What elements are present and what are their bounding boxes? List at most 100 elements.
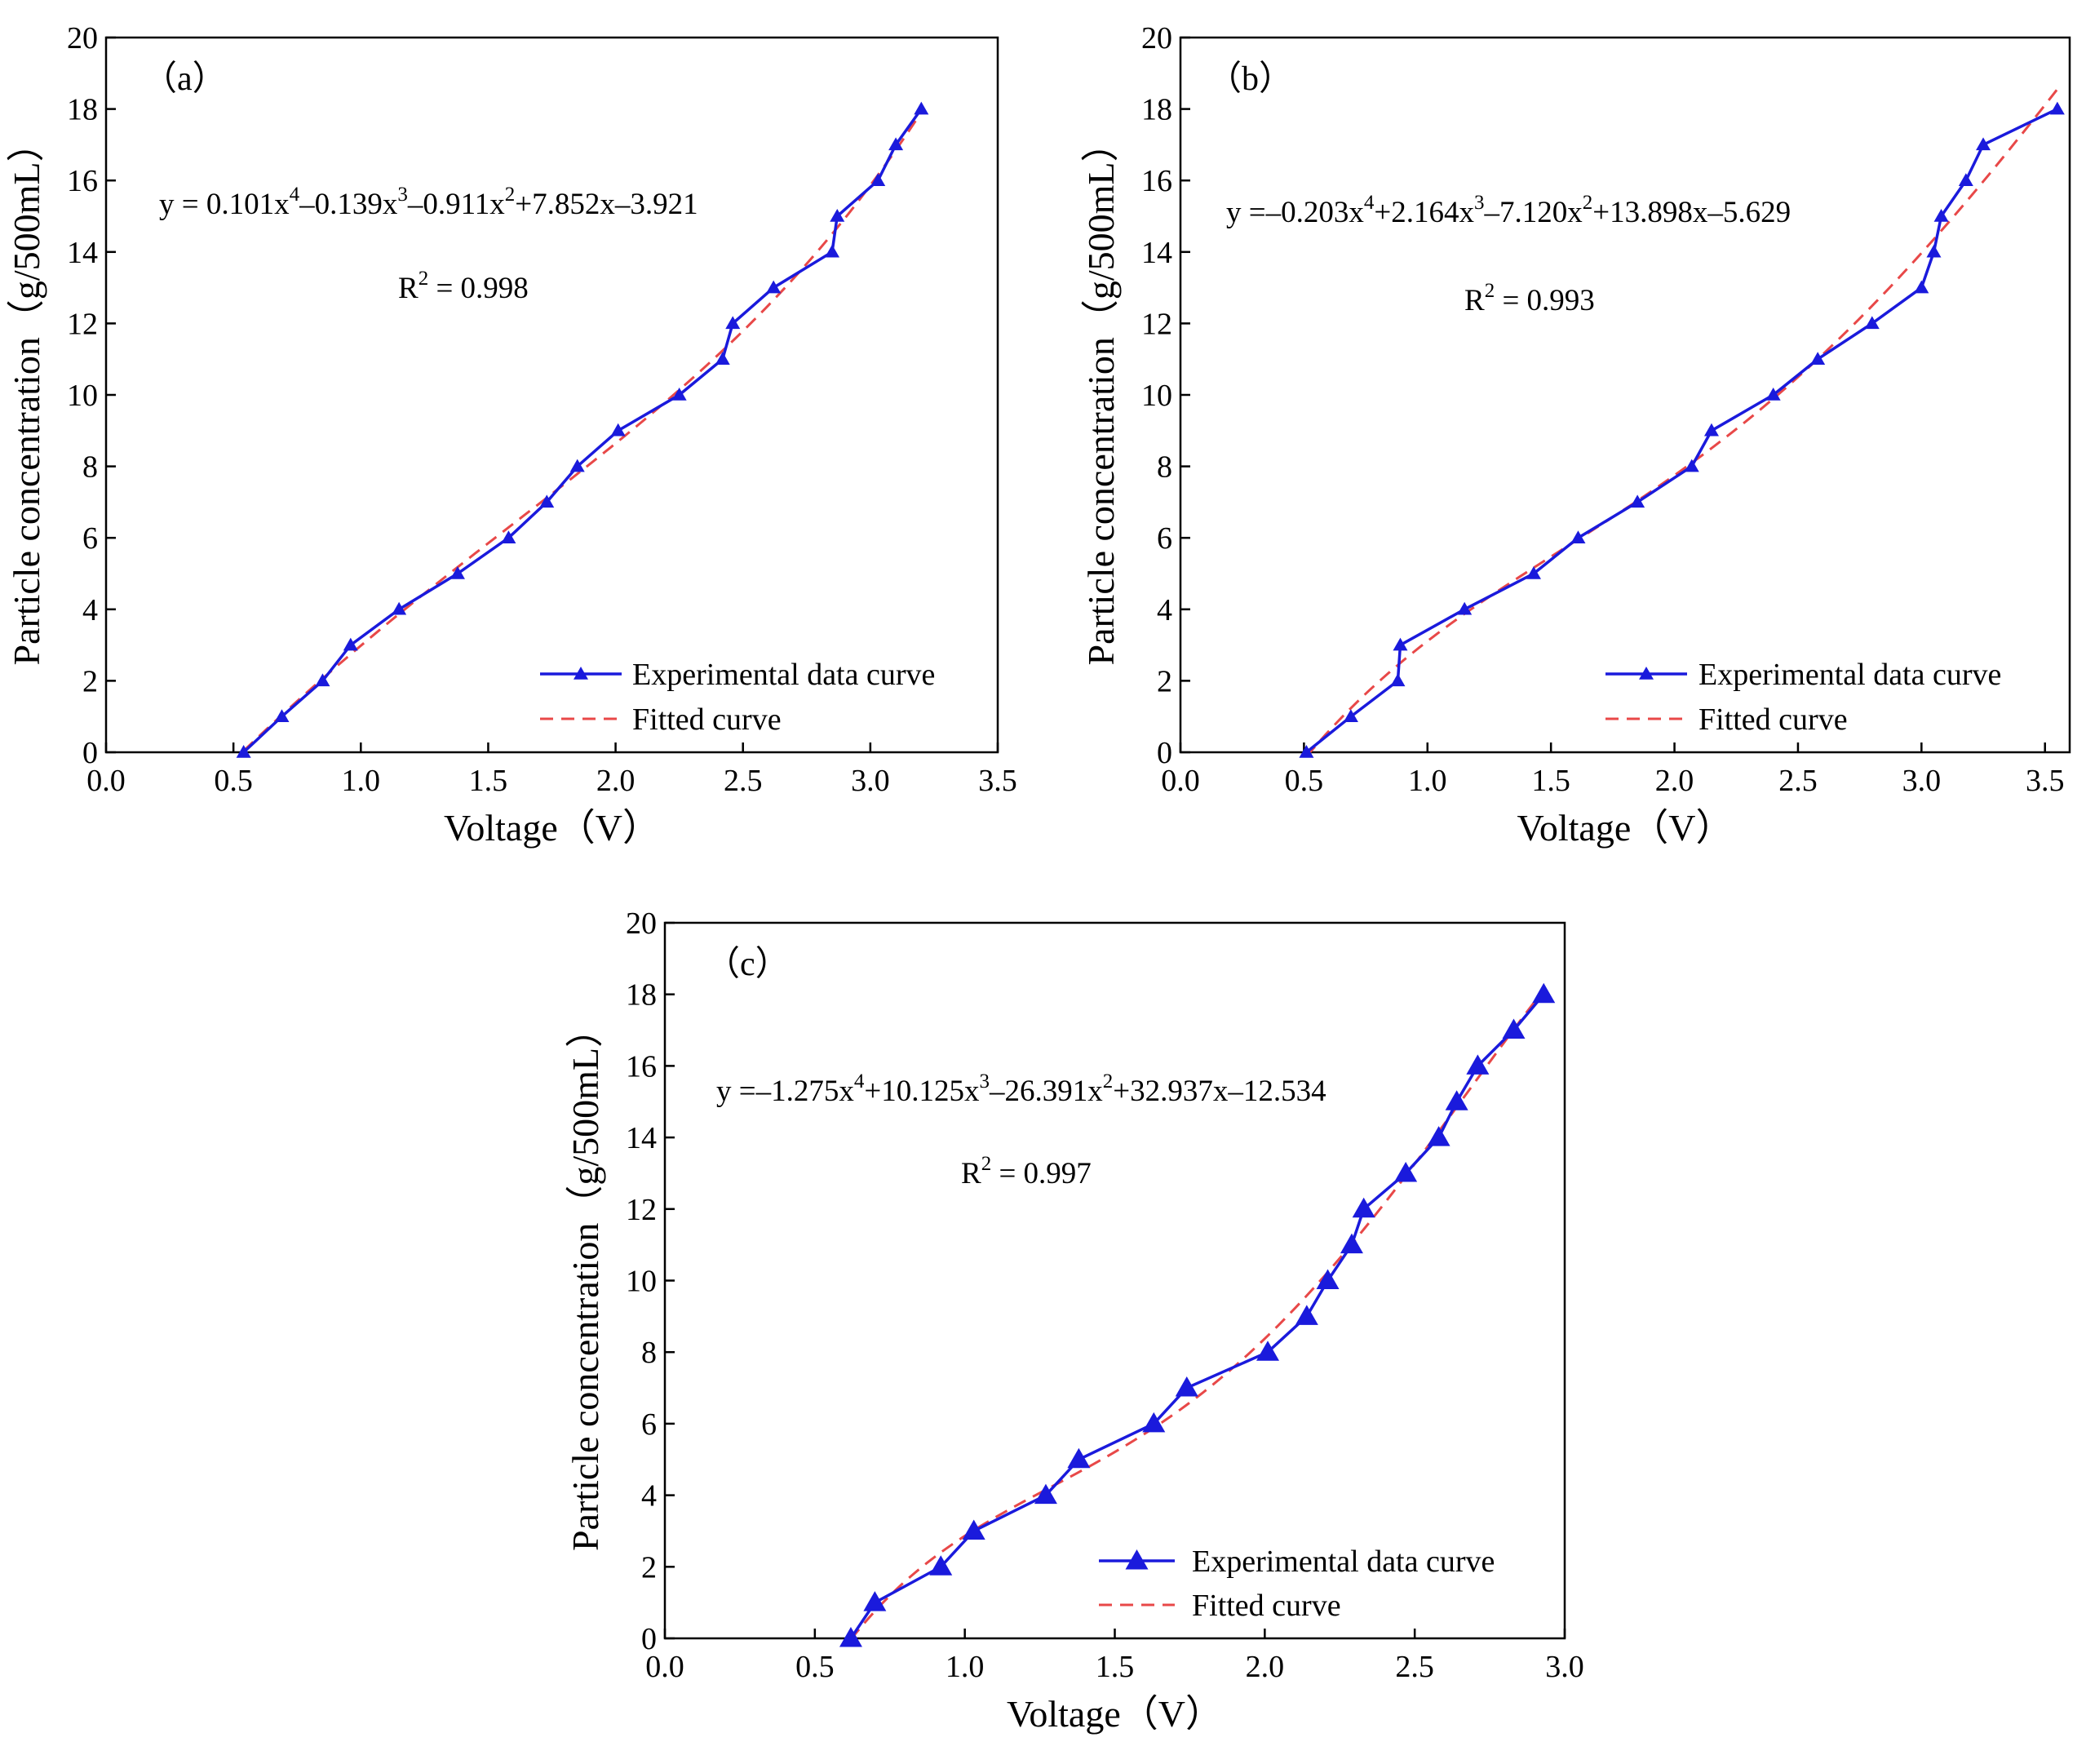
r-squared-exponent: 2 [419,268,429,290]
equation-exponent: 2 [1103,1070,1114,1093]
data-point-marker [914,101,929,115]
data-point-marker [1295,1305,1318,1325]
data-point-marker [1684,459,1699,472]
y-tick-label: 8 [1157,450,1172,485]
fit-equation: y =–0.203x4+2.164x3–7.120x2+13.898x–5.62… [1226,192,1791,229]
fit-equation: y = 0.101x4–0.139x3–0.911x2+7.852x–3.921 [159,184,698,221]
y-tick-label: 4 [641,1479,657,1514]
data-point-marker [1976,137,1991,151]
x-tick-label: 0.5 [1285,764,1324,798]
y-tick-label: 10 [1141,379,1172,413]
data-point-marker [1958,173,1973,186]
equation-part: +13.898x–5.629 [1592,196,1791,229]
data-point-marker [1393,637,1408,651]
data-point-marker [863,1591,887,1611]
legend-fitted-label: Fitted curve [1192,1589,1341,1623]
y-tick-label: 6 [1157,521,1172,556]
data-point-marker [1316,1269,1340,1289]
y-tick-label: 10 [626,1265,657,1299]
x-tick-label: 2.5 [724,764,763,798]
panel-label: （b） [1207,60,1293,98]
y-tick-label: 14 [1141,236,1172,270]
legend-experimental-label: Experimental data curve [632,658,935,692]
r-squared: R2 = 0.993 [1464,280,1595,317]
x-tick-label: 2.0 [1655,764,1694,798]
data-point-marker [766,280,782,294]
x-tick-label: 0.0 [645,1650,684,1684]
data-point-marker [343,637,358,651]
x-tick-label: 2.5 [1778,764,1818,798]
data-point-marker [1864,316,1880,330]
data-point-marker [1445,1090,1468,1110]
equation-part: –26.391x [989,1075,1103,1108]
plot-frame [663,921,1566,1640]
equation-exponent: 2 [1583,192,1593,214]
data-point-marker [830,209,845,222]
r-squared-exponent: 2 [1485,280,1495,302]
y-tick-label: 0 [1157,736,1172,770]
data-point-marker [1703,423,1719,437]
equation-part: –7.120x [1484,196,1583,229]
y-tick-label: 10 [67,379,98,413]
data-point-marker [1340,1233,1363,1254]
equation-part: +10.125x [864,1075,980,1108]
equation-exponent: 4 [290,184,300,206]
x-tick-label: 1.5 [469,764,508,798]
equation-exponent: 3 [980,1070,990,1093]
data-point-marker [1466,1054,1490,1075]
panel-label: （a） [143,60,227,98]
equation-part: +7.852x–3.921 [515,188,698,221]
legend-fitted-label: Fitted curve [632,702,782,737]
y-tick-label: 2 [641,1550,657,1584]
data-point-marker [1926,244,1942,258]
data-point-marker [1352,1197,1375,1218]
data-point-marker [825,244,840,258]
data-point-marker [236,745,251,758]
x-tick-label: 1.5 [1531,764,1570,798]
y-tick-label: 14 [626,1121,657,1155]
fit-equation: y =–1.275x4+10.125x3–26.391x2+32.937x–12… [716,1070,1326,1108]
y-tick-label: 14 [67,236,98,270]
y-tick-label: 16 [1141,164,1172,198]
data-point-marker [274,709,290,722]
data-point-marker [1914,280,1929,294]
data-point-marker [715,352,730,365]
y-axis-label: Particle concentration（g/500mL） [1080,125,1122,666]
plot-frame [104,36,999,754]
legend: Experimental data curve Fitted curve [1605,658,2001,737]
equation-part: –0.911x [407,188,505,221]
x-tick-label: 3.0 [851,764,890,798]
data-point-marker [1457,601,1473,615]
data-point-marker [1067,1447,1091,1469]
equation-exponent: 3 [1474,192,1485,214]
x-tick-label: 3.0 [1545,1650,1584,1684]
data-point-marker [1390,673,1406,687]
y-tick-label: 2 [1157,664,1172,698]
y-tick-label: 18 [626,978,657,1013]
legend-experimental-marker [1125,1549,1149,1570]
data-point-marker [450,566,465,579]
equation-part: y =–1.275x [716,1075,854,1108]
data-point-marker [1299,745,1314,758]
x-axis-label: Voltage（V） [444,807,660,849]
plot-frame [1179,36,2071,754]
data-point-marker [1765,388,1781,401]
data-point-marker [539,494,555,508]
y-tick-label: 8 [82,450,98,485]
data-point-marker [929,1555,953,1576]
data-point-marker [671,388,687,401]
x-axis-label: Voltage（V） [1517,807,1734,849]
fitted-curve-line [1305,85,2062,758]
legend-fitted-label: Fitted curve [1698,702,1848,737]
legend: Experimental data curve Fitted curve [540,658,935,737]
y-tick-label: 18 [67,93,98,127]
x-tick-label: 3.5 [2026,764,2065,798]
data-point-marker [1570,530,1586,543]
x-tick-label: 0.0 [1161,764,1200,798]
r-squared-prefix: R [1464,284,1485,317]
x-tick-label: 0.0 [86,764,126,798]
data-point-marker [610,423,626,437]
r-squared-value: = 0.998 [428,272,529,305]
equation-exponent: 4 [1364,192,1375,214]
x-tick-label: 2.5 [1395,1650,1434,1684]
